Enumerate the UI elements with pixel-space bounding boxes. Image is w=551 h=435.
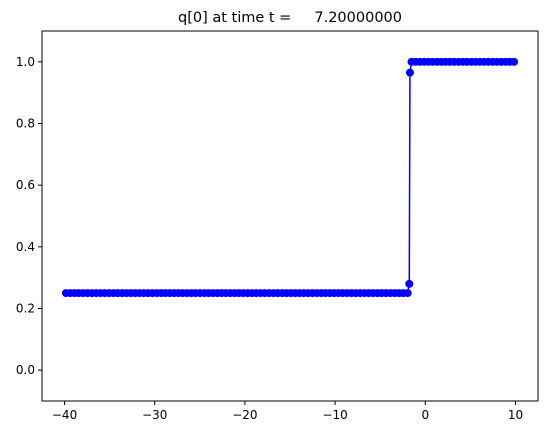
plot-area-frame [41, 30, 539, 402]
data-point [405, 279, 414, 288]
x-tick-label: −40 [52, 408, 77, 422]
data-point [405, 68, 414, 77]
y-tick-label: 0.8 [16, 117, 35, 131]
x-tick-label: −10 [322, 408, 347, 422]
y-tick-label: 1.0 [16, 55, 35, 69]
series-line [65, 61, 515, 294]
y-tick-label: 0.6 [16, 178, 35, 192]
data-point [403, 289, 412, 298]
x-tick-label: 10 [508, 408, 523, 422]
chart-title: q[0] at time t = 7.20000000 [178, 10, 402, 26]
x-tick-label: 0 [421, 408, 429, 422]
x-tick-label: −20 [232, 408, 257, 422]
y-tick-label: 0.4 [16, 240, 35, 254]
x-tick-label: −30 [142, 408, 167, 422]
y-tick-label: 0.2 [16, 302, 35, 316]
axes: −40 −30 −20 −10 0 10 0.0 0.2 0.4 0.6 0.8 1.0 [16, 55, 523, 422]
series-layer [61, 57, 519, 298]
y-tick-label: 0.0 [16, 363, 35, 377]
data-point [510, 57, 519, 66]
